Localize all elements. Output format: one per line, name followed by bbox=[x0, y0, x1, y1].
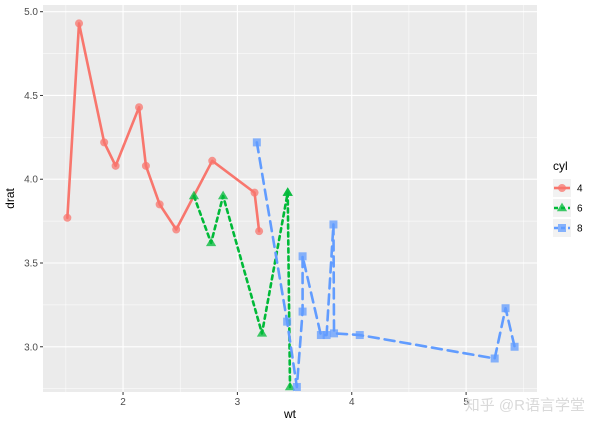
legend-key-symbol bbox=[558, 184, 566, 192]
y-tick-label: 4.0 bbox=[24, 175, 38, 186]
y-axis: 3.0 3.5 4.0 4.5 5.0 bbox=[24, 7, 43, 353]
data-point-8 bbox=[252, 138, 261, 147]
data-point-6 bbox=[282, 187, 293, 196]
y-tick-label: 5.0 bbox=[24, 7, 38, 18]
data-point-4 bbox=[255, 227, 264, 236]
y-axis-title: drat bbox=[3, 188, 17, 209]
legend-key-symbol bbox=[558, 224, 566, 232]
data-point-8 bbox=[298, 252, 307, 261]
x-tick-label: 5 bbox=[463, 397, 469, 408]
data-point-4 bbox=[155, 200, 164, 209]
data-point-4 bbox=[100, 138, 109, 147]
data-point-4 bbox=[141, 161, 150, 170]
y-tick-label: 3.5 bbox=[24, 259, 38, 270]
data-point-8 bbox=[330, 329, 339, 338]
legend-key-4 bbox=[553, 179, 571, 197]
data-point-4 bbox=[135, 103, 144, 112]
legend-label-6: 6 bbox=[577, 204, 583, 215]
data-point-8 bbox=[490, 354, 499, 363]
x-tick-label: 4 bbox=[349, 397, 355, 408]
y-tick-label: 4.5 bbox=[24, 91, 38, 102]
legend-title: cyl bbox=[553, 159, 568, 173]
data-point-4 bbox=[63, 213, 72, 222]
data-point-8 bbox=[283, 317, 292, 326]
series-layer bbox=[63, 19, 519, 391]
legend-key-6 bbox=[553, 199, 571, 217]
watermark-text: 知乎 @R语言学堂 bbox=[465, 397, 585, 414]
data-point-8 bbox=[329, 220, 338, 229]
legend-label-4: 4 bbox=[577, 184, 583, 195]
series-4 bbox=[63, 19, 264, 236]
x-axis-title: wt bbox=[283, 407, 297, 421]
data-point-4 bbox=[208, 156, 217, 165]
data-point-6 bbox=[256, 327, 268, 337]
data-point-8 bbox=[322, 331, 331, 340]
data-point-8 bbox=[355, 331, 364, 340]
x-axis: 2 3 4 5 bbox=[120, 392, 469, 408]
data-point-6 bbox=[188, 190, 200, 200]
data-point-4 bbox=[250, 188, 259, 197]
x-tick-label: 3 bbox=[235, 397, 241, 408]
data-point-6 bbox=[217, 190, 229, 200]
data-point-4 bbox=[172, 225, 181, 234]
series-6 bbox=[188, 187, 296, 391]
grid-major bbox=[43, 5, 537, 392]
x-tick-label: 2 bbox=[120, 397, 126, 408]
legend-key-8 bbox=[553, 219, 571, 237]
data-point-6 bbox=[284, 381, 296, 391]
legend-label-8: 8 bbox=[577, 224, 583, 235]
series-8 bbox=[252, 138, 519, 391]
data-point-8 bbox=[316, 331, 325, 340]
data-point-4 bbox=[111, 161, 120, 170]
data-point-8 bbox=[510, 342, 519, 351]
y-tick-label: 3.0 bbox=[24, 342, 38, 353]
data-point-8 bbox=[298, 307, 307, 316]
data-point-8 bbox=[501, 304, 510, 313]
legend: cyl 4 6 8 bbox=[553, 159, 583, 237]
legend-key-symbol bbox=[556, 202, 568, 212]
data-point-8 bbox=[292, 382, 301, 391]
data-point-4 bbox=[75, 19, 84, 28]
series-line-6 bbox=[192, 191, 292, 389]
data-point-6 bbox=[205, 237, 217, 247]
